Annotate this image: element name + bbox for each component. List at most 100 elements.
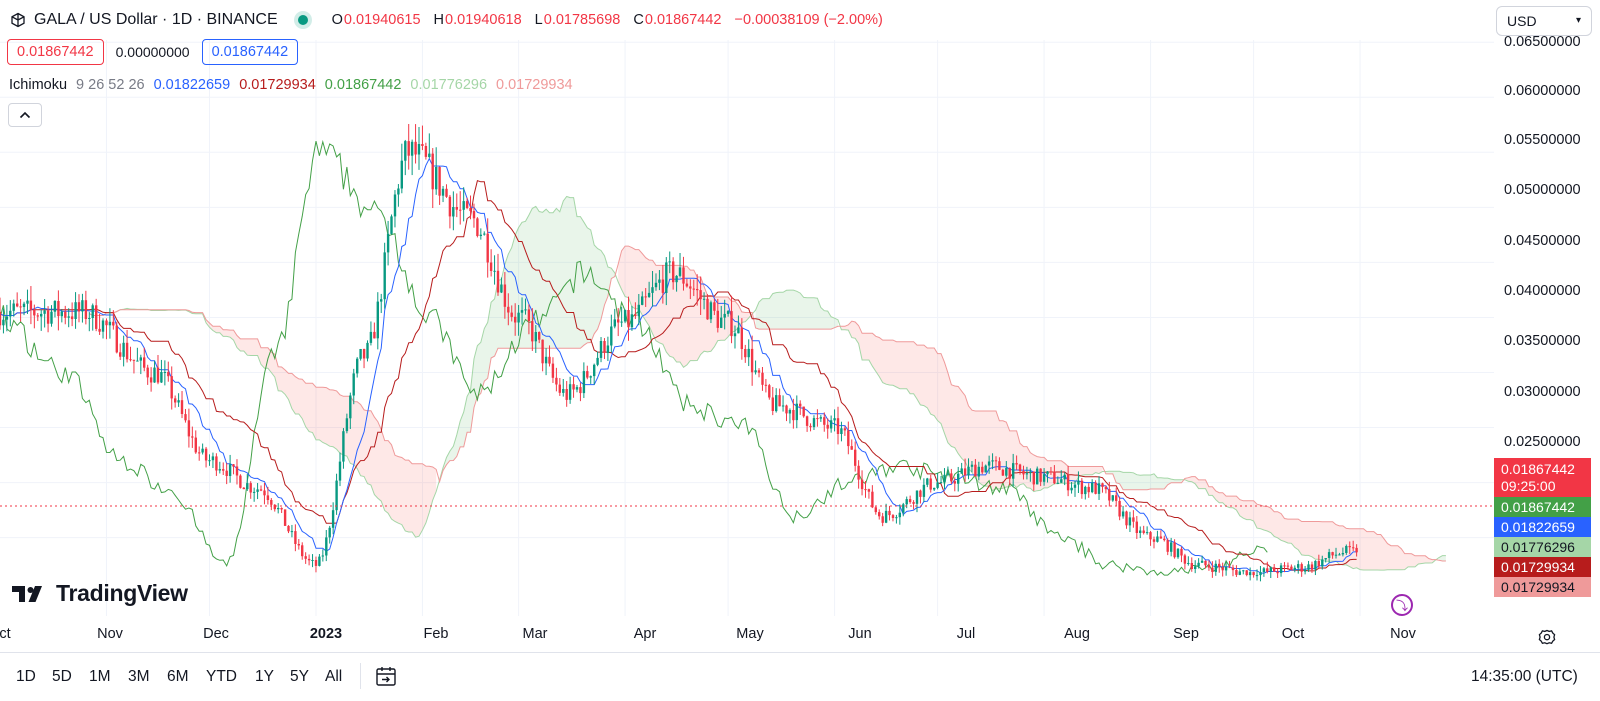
candle [541,339,544,372]
candle [1190,557,1193,572]
candle [1121,505,1125,519]
candle [1070,482,1073,494]
candle-body [1180,548,1183,556]
price-chart[interactable] [0,0,1600,652]
candle-body [658,279,661,283]
candle [1297,560,1300,574]
candle-body [1032,471,1035,485]
candle [222,462,225,475]
candle-body [232,464,235,467]
candle [651,271,654,307]
time-axis[interactable]: ct Nov Dec 2023 Feb Mar Apr May Jun Jul … [0,626,1600,644]
candle [1218,559,1221,573]
candle-body [407,141,410,156]
candle-body [465,201,469,208]
candle [191,426,194,448]
candle [1025,466,1029,480]
candle-body [167,372,170,377]
buy-button[interactable]: 0.01867442 [201,39,299,65]
calendar-goto-icon[interactable] [374,665,398,689]
candle [438,166,441,205]
sell-button[interactable]: 0.01867442 [7,39,104,65]
lightning-icon[interactable]: ⤵ [1391,594,1413,616]
candle-body [517,312,520,323]
candle [706,294,709,320]
settings-gear-icon[interactable] [1538,628,1556,646]
candle [1094,480,1097,495]
candle [1242,569,1245,575]
indicator-legend[interactable]: Ichimoku 9 26 52 26 0.01822659 0.0172993… [9,77,582,93]
candle-body [891,515,895,518]
candle-body [191,436,194,438]
candle [50,305,53,327]
candle [180,391,184,419]
candle-body [397,188,400,195]
candle-body [1115,495,1118,501]
candle-body [1060,479,1063,483]
candle [218,461,221,474]
candle-body [651,287,654,293]
timeframe-1d[interactable]: 1D [16,668,36,685]
candle [64,305,67,325]
candle [486,218,489,278]
candle [926,477,929,488]
candle [551,357,555,383]
candle-body [922,484,926,497]
candle-body [915,490,919,504]
y-tick: 0.04000000 [1504,283,1581,299]
candle-body [29,300,33,310]
candle-body [1066,474,1070,491]
candle [88,311,91,332]
candle [314,556,318,573]
candle-body [1097,483,1101,494]
candle [647,281,651,298]
candle-body [1283,565,1286,567]
candle-body [5,316,9,320]
candle-body [410,141,414,156]
candle-body [383,252,386,300]
candle-body [936,482,939,488]
y-tick: 0.06000000 [1504,83,1581,99]
candle [1183,553,1187,570]
candle-body [1286,565,1290,567]
candle-body [390,216,393,234]
candle-body [1214,563,1217,572]
timeframe-3m[interactable]: 3M [128,668,150,685]
candle-body [88,318,91,319]
collapse-legend-button[interactable] [8,103,42,127]
symbol-title[interactable]: GALA / US Dollar · 1D · BINANCE [34,11,278,28]
candle [1310,561,1314,573]
candle [1032,471,1035,491]
candle [740,318,743,360]
low-value: 0.01785698 [543,12,621,28]
utc-clock[interactable]: 14:35:00 (UTC) [1471,668,1578,685]
candle-body [321,555,324,557]
candle [575,384,579,393]
candle [1327,548,1331,564]
candle [634,302,637,320]
candle [586,365,589,380]
candle-body [184,414,187,421]
candle [716,298,719,333]
timeframe-all[interactable]: All [325,668,343,685]
candle [1238,568,1241,576]
candle [60,308,63,323]
candle [174,395,177,408]
candle-body [1269,567,1272,572]
candle-body [1159,536,1163,539]
candle-body [483,233,486,235]
timeframe-6m[interactable]: 6M [167,668,189,685]
candle-body [816,418,819,420]
timeframe-1y[interactable]: 1Y [255,668,274,685]
timeframe-ytd[interactable]: YTD [206,668,237,685]
currency-select[interactable]: USD ▾ [1496,6,1592,36]
timeframe-5y[interactable]: 5Y [290,668,309,685]
timeframe-1m[interactable]: 1M [89,668,111,685]
timeframe-5d[interactable]: 5D [52,668,72,685]
chevron-up-icon [19,111,31,119]
candle [184,408,187,423]
candle-body [726,311,730,314]
candle-body [349,395,352,419]
candle-body [1228,566,1231,568]
candle [1200,555,1204,563]
